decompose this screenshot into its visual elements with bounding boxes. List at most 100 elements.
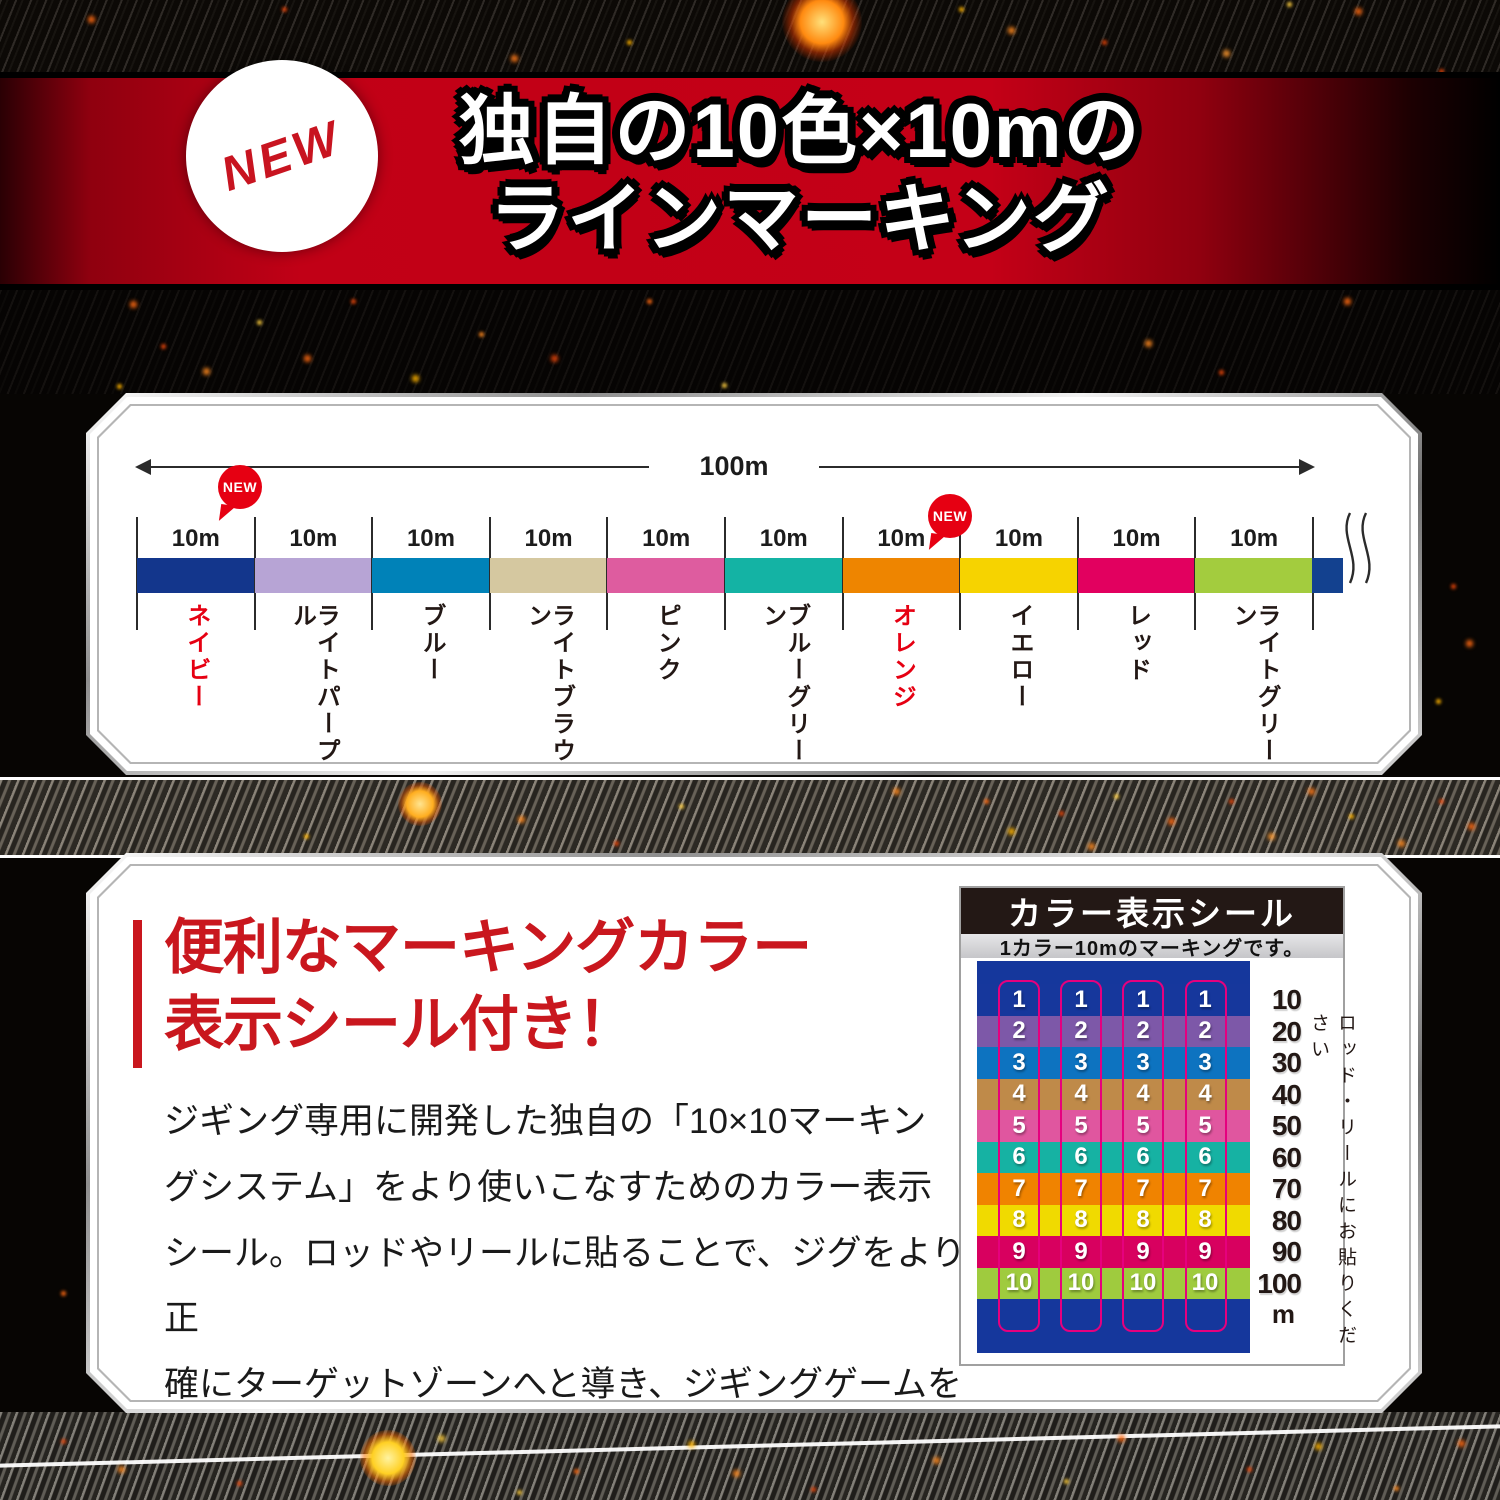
- sticker-column-outline: [998, 980, 1040, 1332]
- segment-color-swatch: [255, 558, 373, 593]
- line-segments: 10m ネイビー 10m ライトパープル 10m ブルー 10m: [137, 517, 1313, 787]
- segment-color-swatch: [1195, 558, 1313, 593]
- line-segment: 10m ブルーグリーン: [725, 517, 843, 787]
- segment-color-swatch: [960, 558, 1078, 593]
- sticker-row: 5 5 5 5: [977, 1110, 1250, 1142]
- sticker-card-subtitle-band: 1カラー10mのマーキングです。: [961, 934, 1343, 958]
- sticker-cell: 7: [1136, 1174, 1150, 1202]
- sticker-cell: 5: [1198, 1111, 1212, 1139]
- segment-color-name: ブルー: [417, 603, 445, 684]
- segment-color-name: オレンジ: [888, 603, 916, 711]
- sticker-row: 6 6 6 6: [977, 1142, 1250, 1174]
- line-end-piece: [1312, 558, 1343, 593]
- segment-color-name: ブルーグリーン: [758, 603, 810, 765]
- sticker-side-note: ロッド・リールにお貼りください: [1308, 1013, 1356, 1351]
- segment-color-swatch: [1078, 558, 1196, 593]
- sticker-rows: 1 1 1 1 2 2 2 2 3 3 3: [977, 984, 1250, 1299]
- sticker-cell: 3: [1198, 1048, 1212, 1076]
- segment-color-name: イエロー: [1005, 603, 1033, 711]
- segment-length-label: 10m: [994, 525, 1043, 552]
- sticker-cell: 1: [1198, 985, 1212, 1013]
- new-callout-label: NEW: [932, 508, 968, 524]
- sticker-cell: 6: [1198, 1143, 1212, 1171]
- sticker-cell: 10: [1067, 1269, 1095, 1297]
- sticker-cell: 4: [1074, 1080, 1088, 1108]
- sticker-cell: 4: [1012, 1080, 1026, 1108]
- sticker-cell: 3: [1136, 1048, 1150, 1076]
- line-segment: 10m ライトパープル: [255, 517, 373, 787]
- new-callout-orange: NEW: [928, 494, 972, 538]
- sticker-row: 7 7 7 7: [977, 1173, 1250, 1205]
- header-banner: NEW 独自の10色×10mの ラインマーキング: [0, 60, 1500, 290]
- distance-label: 50: [1271, 1110, 1301, 1141]
- segment-length-label: 10m: [1230, 525, 1279, 552]
- line-segment: 10m ピンク: [607, 517, 725, 787]
- sticker-cell: 2: [1198, 1017, 1212, 1045]
- segment-color-name: ライトブラウン: [523, 603, 575, 765]
- new-callout-navy: NEW: [218, 465, 262, 509]
- distance-label: 60: [1271, 1141, 1301, 1173]
- segment-color-swatch: [607, 558, 725, 593]
- section-heading-line2: 表示シール付き！: [164, 991, 636, 1058]
- distance-label: 20: [1271, 1015, 1301, 1047]
- sticker-column-outline: [1060, 980, 1102, 1332]
- sticker-row: 1 1 1 1: [977, 984, 1250, 1016]
- top-metal-texture: [0, 0, 1500, 76]
- sticker-card-title: カラー表示シール: [1008, 895, 1296, 932]
- segment-color-swatch: [372, 558, 490, 593]
- sticker-row: 8 8 8 8: [977, 1205, 1250, 1237]
- segment-color-name: ライトグリーン: [1229, 603, 1281, 765]
- segment-length-label: 10m: [877, 525, 926, 552]
- line-segment: 10m ライトブラウン: [490, 517, 608, 787]
- distance-label: 40: [1271, 1078, 1301, 1110]
- distance-label: 70: [1271, 1173, 1301, 1204]
- section-heading: 便利なマーキングカラー 表示シール付き！: [164, 909, 811, 1063]
- line-segment: 10m ネイビー: [137, 517, 255, 787]
- distance-unit-label: m: [1271, 1299, 1295, 1329]
- sticker-card-header: カラー表示シール: [961, 888, 1343, 934]
- sticker-row: 9 9 9 9: [977, 1236, 1250, 1268]
- sticker-grid: 1 1 1 1 2 2 2 2 3 3 3: [977, 961, 1250, 1353]
- sticker-cell: 9: [1136, 1237, 1150, 1265]
- sticker-cell: 6: [1074, 1143, 1088, 1171]
- sticker-cell: 6: [1136, 1143, 1150, 1171]
- line-segment: 10m イエロー: [960, 517, 1078, 787]
- sticker-cell: 2: [1012, 1017, 1026, 1045]
- sticker-cell: 3: [1012, 1048, 1026, 1076]
- sticker-cell: 8: [1074, 1206, 1088, 1234]
- page-title-line1: 独自の10色×10mの: [458, 89, 1142, 174]
- segment-color-name: ピンク: [653, 603, 681, 684]
- sticker-cell: 10: [1129, 1269, 1157, 1297]
- sticker-cell: 2: [1136, 1017, 1150, 1045]
- sticker-cell: 1: [1012, 985, 1026, 1013]
- segment-color-name: ライトパープル: [288, 603, 340, 765]
- sticker-column-outline: [1122, 980, 1164, 1332]
- distance-label: 90: [1271, 1236, 1301, 1267]
- info-panel: 便利なマーキングカラー 表示シール付き！ ジギング専用に開発した独自の「10×1…: [86, 853, 1422, 1413]
- section-heading-line1: 便利なマーキングカラー: [164, 914, 812, 981]
- sticker-cell: 1: [1136, 985, 1150, 1013]
- spark-glow: [398, 782, 442, 826]
- body-line: ジギング専用に開発した独自の「10×10マーキン: [164, 1102, 927, 1141]
- distance-label: 80: [1271, 1204, 1301, 1236]
- line-segment: 10m ライトグリーン: [1195, 517, 1313, 787]
- color-sticker-card: カラー表示シール 1カラー10mのマーキングです。 1 1 1 1 2 2: [959, 886, 1345, 1366]
- new-badge-circle: NEW: [186, 60, 378, 252]
- segment-length-label: 10m: [171, 525, 220, 552]
- segment-length-label: 10m: [406, 525, 455, 552]
- segment-length-label: 10m: [759, 525, 808, 552]
- distance-label: 100: [1257, 1267, 1301, 1299]
- sticker-cell: 10: [1191, 1269, 1219, 1297]
- segment-length-label: 10m: [642, 525, 691, 552]
- segment-color-name: レッド: [1123, 603, 1151, 684]
- line-marking-diagram: 100m 10m ネイビー 10m ライトパープル 10m ブルー: [86, 393, 1422, 775]
- sticker-row: 10 10 10 10: [977, 1268, 1250, 1300]
- sticker-cell: 8: [1012, 1206, 1026, 1234]
- line-segment: 10m レッド: [1078, 517, 1196, 787]
- sticker-cell: 8: [1136, 1206, 1150, 1234]
- sticker-row: 3 3 3 3: [977, 1047, 1250, 1079]
- sticker-cell: 7: [1198, 1174, 1212, 1202]
- segment-length-label: 10m: [1112, 525, 1161, 552]
- sticker-cell: 5: [1136, 1111, 1150, 1139]
- segment-color-swatch: [490, 558, 608, 593]
